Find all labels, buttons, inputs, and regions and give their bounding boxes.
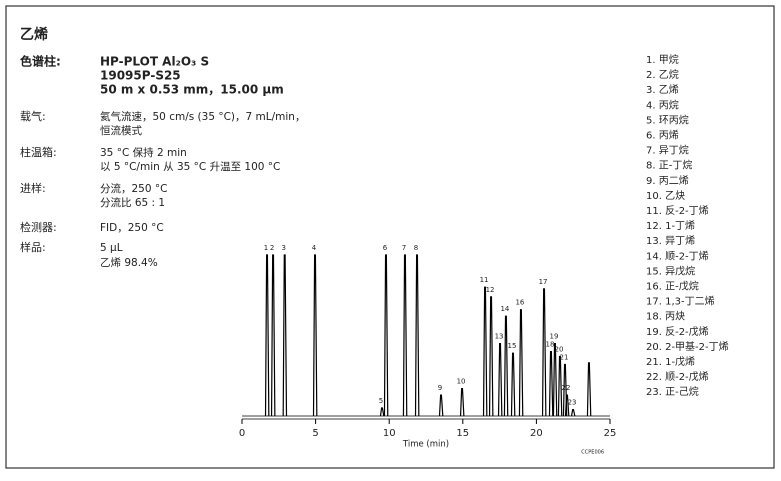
compound: 10. 乙炔: [646, 190, 685, 202]
compound: 11. 反-2-丁烯: [646, 204, 709, 217]
peak: [557, 355, 563, 417]
compound: 23. 正-己烷: [646, 385, 699, 398]
peak: [497, 342, 503, 417]
peak: [552, 342, 558, 417]
compound: 18. 丙炔: [646, 311, 685, 323]
condition-label: 柱温箱:: [20, 145, 57, 159]
condition-label: 检测器:: [20, 220, 57, 234]
peak-label: 11: [480, 276, 489, 284]
condition-value: 分流比 65 : 1: [100, 196, 165, 209]
condition-label: 进样:: [20, 181, 46, 195]
compound: 1. 甲烷: [646, 53, 679, 66]
peak: [518, 309, 524, 417]
peak: [562, 363, 568, 417]
x-tick-label: 25: [604, 428, 617, 439]
compound: 7. 异丁烷: [646, 144, 689, 157]
peak: [548, 351, 554, 417]
peak: [282, 254, 288, 417]
compound: 21. 1-戊烯: [646, 355, 695, 368]
compound: 3. 乙烯: [646, 83, 679, 96]
peak-label: 3: [281, 244, 285, 252]
condition-value: FID，250 °C: [100, 222, 164, 234]
x-tick-label: 5: [312, 428, 318, 439]
compound: 20. 2-甲基-2-丁烯: [646, 340, 729, 353]
peak-label: 23: [568, 399, 577, 407]
peak-label: 9: [438, 384, 442, 392]
peak: [379, 407, 385, 417]
peak-label: 21: [559, 353, 568, 361]
frame: [5, 5, 775, 469]
peak-label: 2: [270, 244, 274, 252]
peak-label: 7: [402, 244, 406, 252]
compound: 14. 顺-2-丁烯: [646, 249, 709, 262]
peak: [402, 254, 408, 417]
condition-value: 50 m x 0.53 mm，15.00 μm: [100, 83, 284, 97]
peak-label: 15: [508, 342, 517, 350]
title: 乙烯: [20, 26, 48, 43]
peak-label: 6: [383, 244, 388, 252]
peak-label: 14: [500, 305, 509, 313]
x-tick-label: 10: [383, 428, 396, 439]
x-tick-label: 15: [456, 428, 469, 439]
condition-value: 19095P-S25: [100, 69, 181, 83]
peak-label: 20: [554, 345, 563, 353]
condition-value: HP-PLOT Al₂O₃ S: [100, 55, 209, 69]
condition-value: 氦气流速，50 cm/s (35 °C)，7 mL/min，: [100, 110, 305, 123]
condition-value: 5 μL: [100, 242, 123, 254]
peak-label: 12: [486, 286, 495, 294]
figure-code: CCPE006: [581, 450, 604, 456]
peak: [541, 288, 547, 417]
peak-label: 8: [414, 244, 418, 252]
peak: [510, 352, 516, 417]
peak-label: 18: [546, 341, 555, 349]
condition-value: 乙烯 98.4%: [100, 256, 158, 269]
peak: [438, 394, 444, 417]
compound: 17. 1,3-丁二烯: [646, 295, 715, 308]
compound: 9. 丙二烯: [646, 174, 689, 187]
condition-label: 载气:: [20, 109, 46, 123]
peak: [264, 254, 270, 417]
peak-label: 10: [457, 378, 466, 386]
x-axis-label: Time (min): [402, 440, 449, 450]
peak: [564, 394, 570, 417]
compound: 15. 异戊烷: [646, 264, 695, 277]
compound: 19. 反-2-戊烯: [646, 325, 709, 338]
compound: 22. 顺-2-戊烯: [646, 370, 709, 383]
peak-label: 4: [312, 244, 317, 252]
compound: 6. 丙烯: [646, 129, 679, 142]
compound: 4. 丙烷: [646, 98, 679, 111]
peak: [488, 296, 494, 417]
condition-label: 色谱柱:: [20, 54, 61, 69]
condition-value: 恒流模式: [100, 124, 142, 137]
peak-label: 22: [562, 384, 571, 392]
peak: [503, 315, 509, 417]
peak-label: 16: [515, 299, 524, 307]
compound: 12. 1-丁烯: [646, 219, 695, 232]
condition-value: 以 5 °C/min 从 35 °C 升温至 100 °C: [100, 161, 280, 173]
peak-label: 1: [264, 244, 268, 252]
peak: [270, 254, 276, 417]
peak: [586, 362, 592, 417]
peak: [459, 388, 465, 417]
x-tick-label: 20: [530, 428, 543, 439]
condition-label: 样品:: [20, 240, 46, 254]
condition-value: 分流，250 °C: [100, 182, 167, 195]
peak-label: 19: [549, 333, 558, 341]
condition-value: 35 °C 保持 2 min: [100, 146, 187, 159]
peak: [383, 254, 389, 417]
compound: 13. 异丁烯: [646, 234, 695, 247]
compound: 5. 环丙烷: [646, 113, 689, 126]
peak-label: 5: [379, 397, 383, 405]
compound: 16. 正-戊烷: [646, 280, 699, 293]
peak-label: 17: [539, 278, 548, 286]
peak: [482, 286, 488, 417]
peak-label: 13: [495, 333, 504, 341]
compound: 8. 正-丁烷: [646, 159, 692, 172]
compound: 2. 乙烷: [646, 68, 679, 81]
x-tick-label: 0: [239, 428, 245, 439]
peak: [414, 254, 420, 417]
peak: [312, 254, 318, 417]
peak: [570, 408, 576, 417]
